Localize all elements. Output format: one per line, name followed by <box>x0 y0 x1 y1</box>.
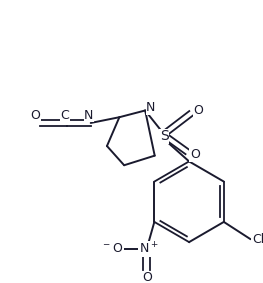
Text: C: C <box>60 109 69 122</box>
Text: Cl: Cl <box>252 233 263 246</box>
Text: S: S <box>160 129 169 143</box>
Text: N: N <box>84 109 94 122</box>
Text: O: O <box>194 104 204 117</box>
Text: O: O <box>142 271 152 283</box>
Text: O: O <box>31 109 40 122</box>
Text: $^-$O: $^-$O <box>101 242 124 255</box>
Text: O: O <box>190 148 200 161</box>
Text: N: N <box>146 101 156 114</box>
Text: N$^+$: N$^+$ <box>139 241 158 256</box>
